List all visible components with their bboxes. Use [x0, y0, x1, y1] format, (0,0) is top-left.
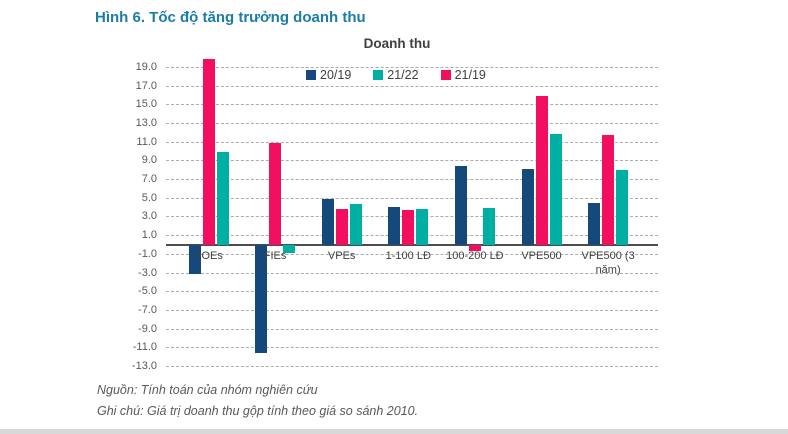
category-label-VPE500: VPE500 [521, 250, 562, 262]
y-tick-label: 19.0 [135, 60, 157, 73]
gridline-y-7 [166, 179, 658, 181]
category-label-SOEs: SOEs [194, 250, 223, 262]
y-tick-label: 1.0 [141, 229, 157, 242]
y-tick-label: -9.0 [138, 322, 157, 335]
gridline-y-5 [166, 197, 658, 199]
bar-21/22-100-200 LĐ [482, 207, 495, 245]
y-tick-label: -3.0 [138, 266, 157, 279]
bar-21/22-1-100 LĐ [416, 209, 429, 245]
gridline-y-17 [166, 85, 658, 87]
bar-21/19-VPEs [335, 208, 348, 245]
method-note: Ghi chú: Giá trị doanh thu gộp tính theo… [97, 404, 419, 418]
gridline-y--1 [166, 253, 658, 255]
bar-21/19-VPE500 [535, 96, 548, 245]
figure-title: Hình 6. Tốc độ tăng trưởng doanh thu [95, 9, 366, 26]
y-tick-label: -11.0 [132, 341, 157, 354]
legend-swatch-icon [373, 70, 384, 80]
gridline-y--5 [166, 291, 658, 293]
bar-21/22-FIEs [283, 245, 296, 254]
gridline-y-19 [166, 66, 658, 68]
legend-swatch-icon [306, 70, 316, 80]
bar-20/19-FIEs [255, 245, 268, 354]
gridline-y--13 [166, 366, 658, 368]
gridline-y--7 [166, 309, 658, 311]
gridline-y--11 [166, 347, 658, 349]
legend-item-21/19: 21/19 [440, 68, 486, 82]
y-tick-label: 13.0 [135, 116, 157, 129]
gridline-y-11 [166, 141, 658, 143]
category-label-100-200 LĐ: 100-200 LĐ [446, 250, 504, 262]
category-label-1-100 LĐ: 1-100 LĐ [385, 250, 431, 262]
bar-21/19-VPE500 (3 năm) [602, 134, 615, 245]
bar-21/22-SOEs [216, 151, 229, 245]
bar-20/19-VPEs [321, 199, 334, 245]
y-tick-label: 5.0 [141, 191, 157, 204]
y-tick-label: 9.0 [141, 154, 157, 167]
bar-20/19-SOEs [188, 245, 201, 274]
y-tick-label: -13.0 [131, 360, 157, 373]
chart-title: Doanh thu [363, 36, 431, 51]
x-axis-line [166, 244, 658, 246]
gridline-y-13 [166, 122, 658, 124]
y-tick-label: -1.0 [138, 247, 157, 260]
bar-21/19-1-100 LĐ [402, 210, 415, 245]
y-tick-label: 15.0 [135, 98, 157, 111]
y-tick-label: -7.0 [138, 303, 157, 316]
y-tick-label: -5.0 [138, 285, 157, 298]
legend-label: 21/22 [387, 68, 419, 82]
source-note: Nguồn: Tính toán của nhóm nghiên cứu [97, 383, 318, 397]
gridline-y--9 [166, 328, 658, 330]
category-label-FIEs: FIEs [263, 250, 287, 262]
bar-21/22-VPEs [349, 203, 362, 245]
bar-21/19-100-200 LĐ [468, 245, 481, 251]
y-tick-label: 3.0 [141, 210, 157, 223]
legend-item-21/22: 21/22 [373, 68, 419, 82]
legend-swatch-icon [440, 70, 451, 80]
bar-20/19-VPE500 [521, 169, 534, 245]
legend-label: 20/19 [320, 68, 352, 82]
bar-20/19-VPE500 (3 năm) [588, 202, 601, 245]
bar-21/22-VPE500 [549, 133, 562, 245]
legend-label: 21/19 [454, 68, 486, 82]
category-label-VPEs: VPEs [327, 250, 356, 262]
bar-21/19-FIEs [269, 143, 282, 245]
category-label-VPE500 (3 năm): VPE500 (3 năm) [581, 250, 635, 276]
y-tick-label: 7.0 [141, 173, 157, 186]
gridline-y-15 [166, 104, 658, 106]
legend-item-20/19: 20/19 [306, 68, 351, 82]
bar-20/19-1-100 LĐ [388, 206, 401, 245]
y-tick-label: 11.0 [136, 135, 157, 148]
bar-21/22-VPE500 (3 năm) [616, 170, 629, 245]
bottom-edge-strip [0, 429, 788, 434]
chart-legend: 20/19 21/22 21/19 [306, 68, 486, 82]
y-tick-label: 17.0 [135, 79, 157, 92]
bar-21/19-SOEs [202, 58, 215, 245]
gridline-y-9 [166, 160, 658, 162]
bar-20/19-100-200 LĐ [454, 166, 467, 245]
gridline-y--3 [166, 272, 658, 274]
